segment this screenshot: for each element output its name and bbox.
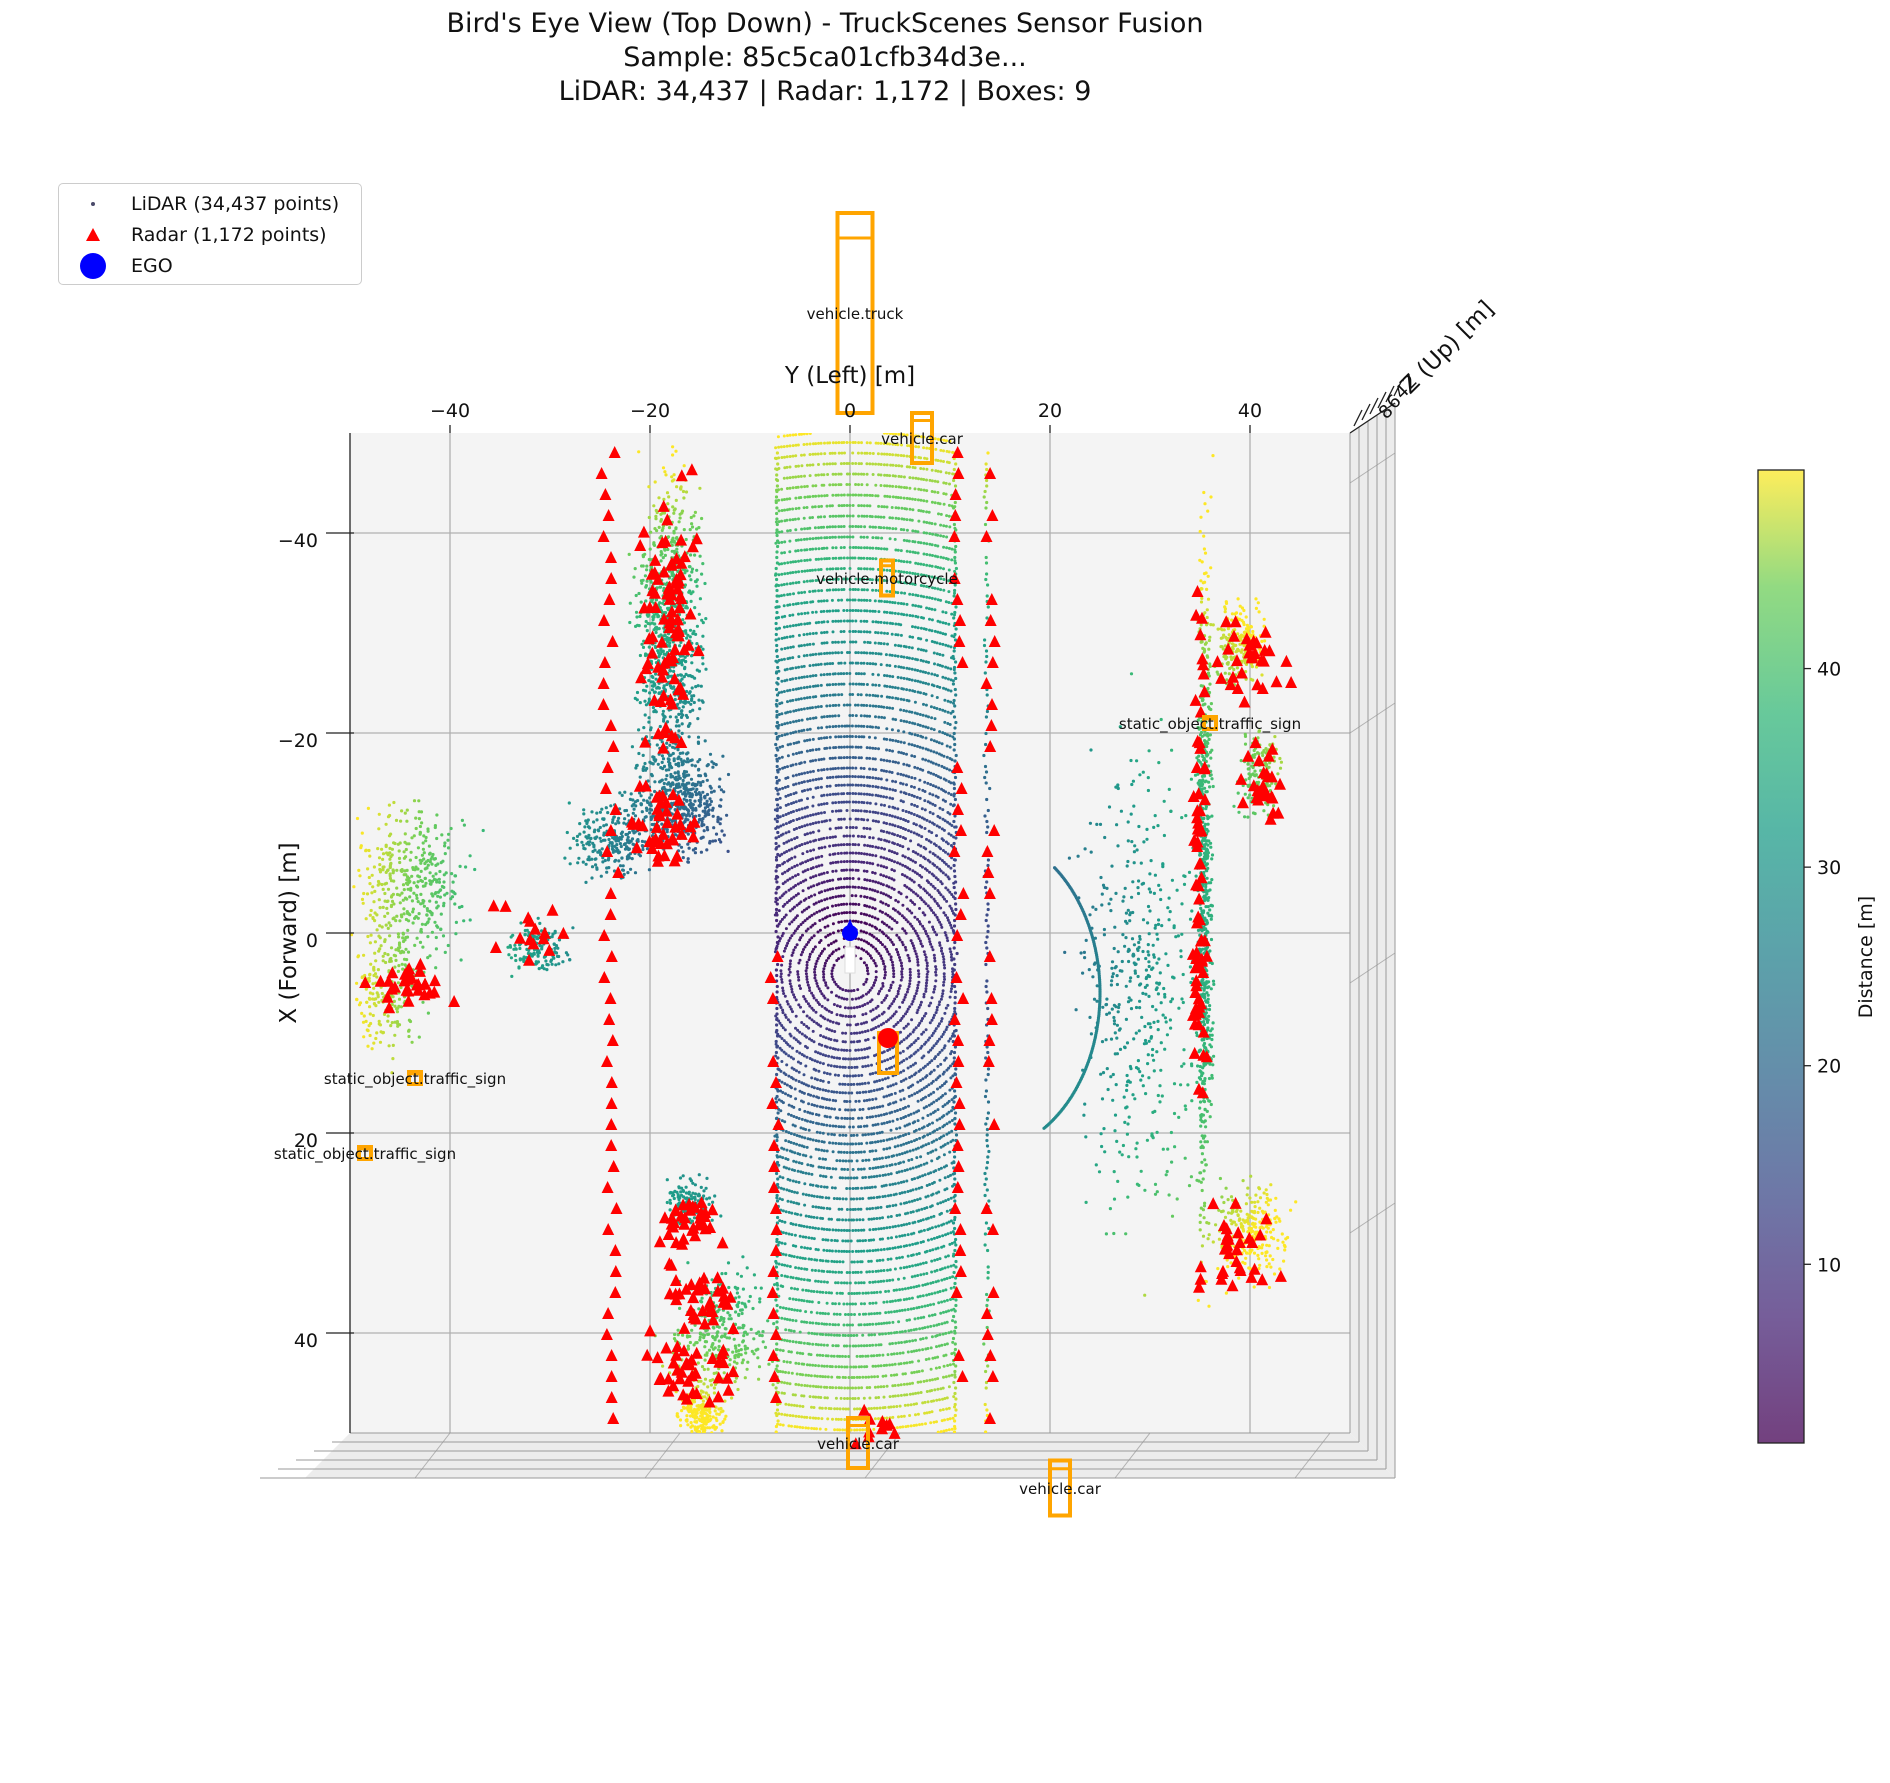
annotation-box: vehicle.truck <box>807 211 904 415</box>
box-outline <box>879 558 895 598</box>
x-forward-tick-label: −20 <box>278 730 318 752</box>
annotation-box: vehicle.car <box>881 411 964 465</box>
y-left-tick-label: −20 <box>630 400 670 422</box>
radar-triangle-icon <box>69 221 117 249</box>
bottom-grid-line <box>644 1432 681 1479</box>
colorbar: 10 20 30 40 Distance [m] <box>1757 469 1877 1444</box>
annotation-box: vehicle.motorcycle <box>816 558 958 598</box>
y-left-tick-label: 0 <box>844 400 856 422</box>
bottom-grid-line <box>414 1432 451 1479</box>
box-outline <box>1202 715 1218 731</box>
box-outline <box>357 1145 373 1161</box>
annotation-boxes: vehicle.truck vehicle.car vehicle.motorcyc… <box>274 211 1301 1518</box>
annotation-box: vehicle.car <box>1019 1458 1102 1518</box>
box-label: vehicle.car <box>1019 1480 1102 1498</box>
legend-item-radar: Radar (1,172 points) <box>69 221 327 249</box>
y-left-tick-label: 40 <box>1238 400 1262 422</box>
chart-title: Bird's Eye View (Top Down) - TruckScenes… <box>446 8 1204 39</box>
annotation-box: static_object.traffic_sign <box>324 1070 506 1089</box>
z-axis-line <box>1349 402 1396 434</box>
ego-heading <box>843 919 857 935</box>
z-tick <box>1361 403 1371 421</box>
box-outline <box>1048 1458 1072 1518</box>
box-outline <box>846 1416 870 1470</box>
side-grid-line <box>1349 1202 1396 1234</box>
annotation-box: static_object.traffic_sign <box>274 1145 456 1164</box>
box-label: vehicle.car <box>817 1435 900 1453</box>
box-label: vehicle.car <box>881 430 964 448</box>
lidar-dot-icon <box>69 190 117 218</box>
annotation-box: static_object.traffic_sign <box>1119 715 1301 734</box>
y-left-tick-label: 20 <box>1038 400 1062 422</box>
annotation-box: vehicle.car <box>817 1416 900 1470</box>
z-tick <box>1385 385 1395 403</box>
chart-subtitle-sample: Sample: 85c5ca01cfb34d3e... <box>623 42 1027 73</box>
colorbar-tick-label: 20 <box>1817 1056 1841 1078</box>
y-left-tick-label: −40 <box>430 400 470 422</box>
bottom-grid-line <box>864 1432 901 1479</box>
ego-body <box>844 946 856 974</box>
colorbar-tick-label: 40 <box>1817 659 1841 681</box>
z-axis-title: Z (Up) [m] <box>1396 296 1499 399</box>
side-grid-line <box>1349 452 1396 484</box>
radar-highlight <box>878 1028 898 1048</box>
legend-item-lidar: LiDAR (34,437 points) <box>69 190 339 218</box>
colorbar-gradient <box>1758 470 1804 1443</box>
side-grid-line <box>1349 952 1396 984</box>
ego-marker <box>842 919 898 1048</box>
legend-label: Radar (1,172 points) <box>131 224 327 246</box>
legend-item-ego: EGO <box>69 252 173 280</box>
radar-points <box>359 446 1298 1450</box>
box-label: static_object.traffic_sign <box>1119 715 1301 734</box>
box-label: static_object.traffic_sign <box>274 1145 456 1164</box>
z-tick <box>1393 379 1403 397</box>
z-tick <box>1353 409 1363 427</box>
legend-label: EGO <box>131 255 173 277</box>
colorbar-tick-label: 10 <box>1817 1254 1841 1276</box>
box-label: vehicle.motorcycle <box>816 570 958 588</box>
colorbar-frame <box>1757 469 1805 1444</box>
box-label: vehicle.truck <box>807 305 904 323</box>
x-forward-tick-label: 0 <box>306 930 318 952</box>
box-label: static_object.traffic_sign <box>324 1070 506 1089</box>
ego-circle-icon <box>69 252 117 280</box>
legend: LiDAR (34,437 points) Radar (1,172 point… <box>58 183 362 285</box>
side-grid-line <box>1349 702 1396 734</box>
colorbar-label: Distance [m] <box>1855 896 1877 1018</box>
z-tick <box>1377 391 1387 409</box>
lidar-points <box>350 433 1298 1433</box>
x-forward-tick-label: 40 <box>294 1330 318 1352</box>
x-forward-tick-label: −40 <box>278 530 318 552</box>
y-left-axis-title: Y (Left) [m] <box>784 363 915 389</box>
x-forward-tick-label: 20 <box>294 1130 318 1152</box>
chart-subtitle-counts: LiDAR: 34,437 | Radar: 1,172 | Boxes: 9 <box>558 76 1092 107</box>
legend-label: LiDAR (34,437 points) <box>131 193 340 215</box>
box-outline <box>407 1070 423 1086</box>
bottom-grid-line <box>1114 1432 1151 1479</box>
x-forward-axis-title: X (Forward) [m] <box>276 842 302 1023</box>
z-tick <box>1369 397 1379 415</box>
side-pane <box>1350 403 1395 1478</box>
box-outline <box>910 411 934 465</box>
bottom-grid-line <box>1294 1432 1331 1479</box>
box-outline <box>835 211 875 415</box>
colorbar-tick-label: 30 <box>1817 857 1841 879</box>
